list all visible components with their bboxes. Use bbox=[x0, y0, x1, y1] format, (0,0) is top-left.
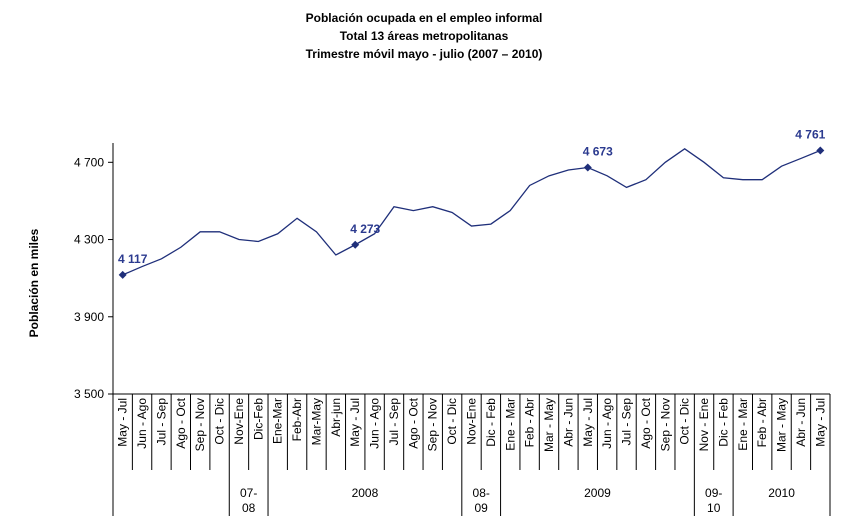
x-tick-label: Nov - Ene bbox=[697, 398, 711, 452]
x-tick-label: Mar - May bbox=[775, 398, 789, 452]
group-label: 08- bbox=[473, 486, 490, 500]
x-tick-label: May - Jul bbox=[116, 398, 130, 447]
data-label: 4 673 bbox=[583, 145, 613, 159]
y-tick-label: 3 500 bbox=[74, 387, 104, 401]
x-tick-label: Feb - Abr bbox=[755, 398, 769, 447]
x-tick-label: Abr-jun bbox=[329, 398, 343, 437]
group-label: 09- bbox=[705, 486, 722, 500]
x-tick-label: Oct - Dic bbox=[678, 398, 692, 445]
group-label: 2008 bbox=[352, 486, 379, 500]
data-label: 4 761 bbox=[795, 128, 825, 142]
x-tick-label: May - Jul bbox=[813, 398, 827, 447]
x-tick-label: Mar - May bbox=[542, 398, 556, 452]
point-marker bbox=[351, 240, 360, 249]
point-marker bbox=[816, 146, 825, 155]
y-tick-label: 4 700 bbox=[74, 155, 104, 169]
x-tick-label: Jun - Ago bbox=[368, 398, 382, 449]
x-tick-label: Oct - Dic bbox=[445, 398, 459, 445]
point-marker bbox=[583, 163, 592, 172]
x-tick-label: Feb - Abr bbox=[523, 398, 537, 447]
x-tick-label: Dic - Feb bbox=[484, 398, 498, 447]
chart-title: Total 13 áreas metropolitanas bbox=[340, 29, 509, 43]
group-label: 2009 bbox=[584, 486, 611, 500]
x-tick-label: Sep - Nov bbox=[658, 398, 672, 451]
x-tick-label: Sep - Nov bbox=[193, 398, 207, 451]
x-tick-label: Jul - Sep bbox=[154, 398, 168, 446]
x-tick-label: Dic - Feb bbox=[716, 398, 730, 447]
x-tick-label: Abr - Jun bbox=[794, 398, 808, 447]
data-label: 4 117 bbox=[118, 252, 148, 266]
group-label: 07- bbox=[240, 486, 257, 500]
chart-title: Trimestre móvil mayo - julio (2007 – 201… bbox=[306, 47, 543, 61]
x-tick-label: Jul - Sep bbox=[620, 398, 634, 446]
y-axis-label: Población en miles bbox=[27, 228, 41, 337]
x-tick-label: Mar-May bbox=[309, 398, 323, 445]
group-label: 2010 bbox=[768, 486, 795, 500]
x-tick-label: Oct - Dic bbox=[213, 398, 227, 445]
x-tick-label: Feb-Abr bbox=[290, 398, 304, 441]
chart-title: Población ocupada en el empleo informal bbox=[306, 11, 543, 25]
x-tick-label: Ene - Mar bbox=[736, 398, 750, 451]
group-label: 09 bbox=[475, 501, 489, 515]
group-label: 10 bbox=[707, 501, 721, 515]
x-tick-label: Ago - Oct bbox=[639, 397, 653, 448]
x-tick-label: Jun - Ago bbox=[135, 398, 149, 449]
y-tick-label: 3 900 bbox=[74, 310, 104, 324]
group-label: 08 bbox=[242, 501, 256, 515]
data-label: 4 273 bbox=[350, 222, 380, 236]
x-tick-label: Dic-Feb bbox=[251, 398, 265, 440]
x-tick-label: May - Jul bbox=[348, 398, 362, 447]
x-tick-label: Jun - Ago bbox=[600, 398, 614, 449]
x-tick-label: Sep - Nov bbox=[426, 398, 440, 451]
x-tick-label: Ene-Mar bbox=[271, 398, 285, 444]
x-tick-label: Nov-Ene bbox=[232, 398, 246, 445]
x-tick-label: Ago - Oct bbox=[406, 397, 420, 448]
y-tick-label: 4 300 bbox=[74, 233, 104, 247]
x-tick-label: Ene - Mar bbox=[503, 398, 517, 451]
point-marker bbox=[118, 270, 127, 279]
x-tick-label: Nov-Ene bbox=[465, 398, 479, 445]
x-tick-label: Ago - Oct bbox=[174, 397, 188, 448]
line bbox=[122, 147, 821, 276]
x-tick-label: Jul - Sep bbox=[387, 398, 401, 446]
x-tick-label: May - Jul bbox=[581, 398, 595, 447]
x-tick-label: Abr - Jun bbox=[561, 398, 575, 447]
